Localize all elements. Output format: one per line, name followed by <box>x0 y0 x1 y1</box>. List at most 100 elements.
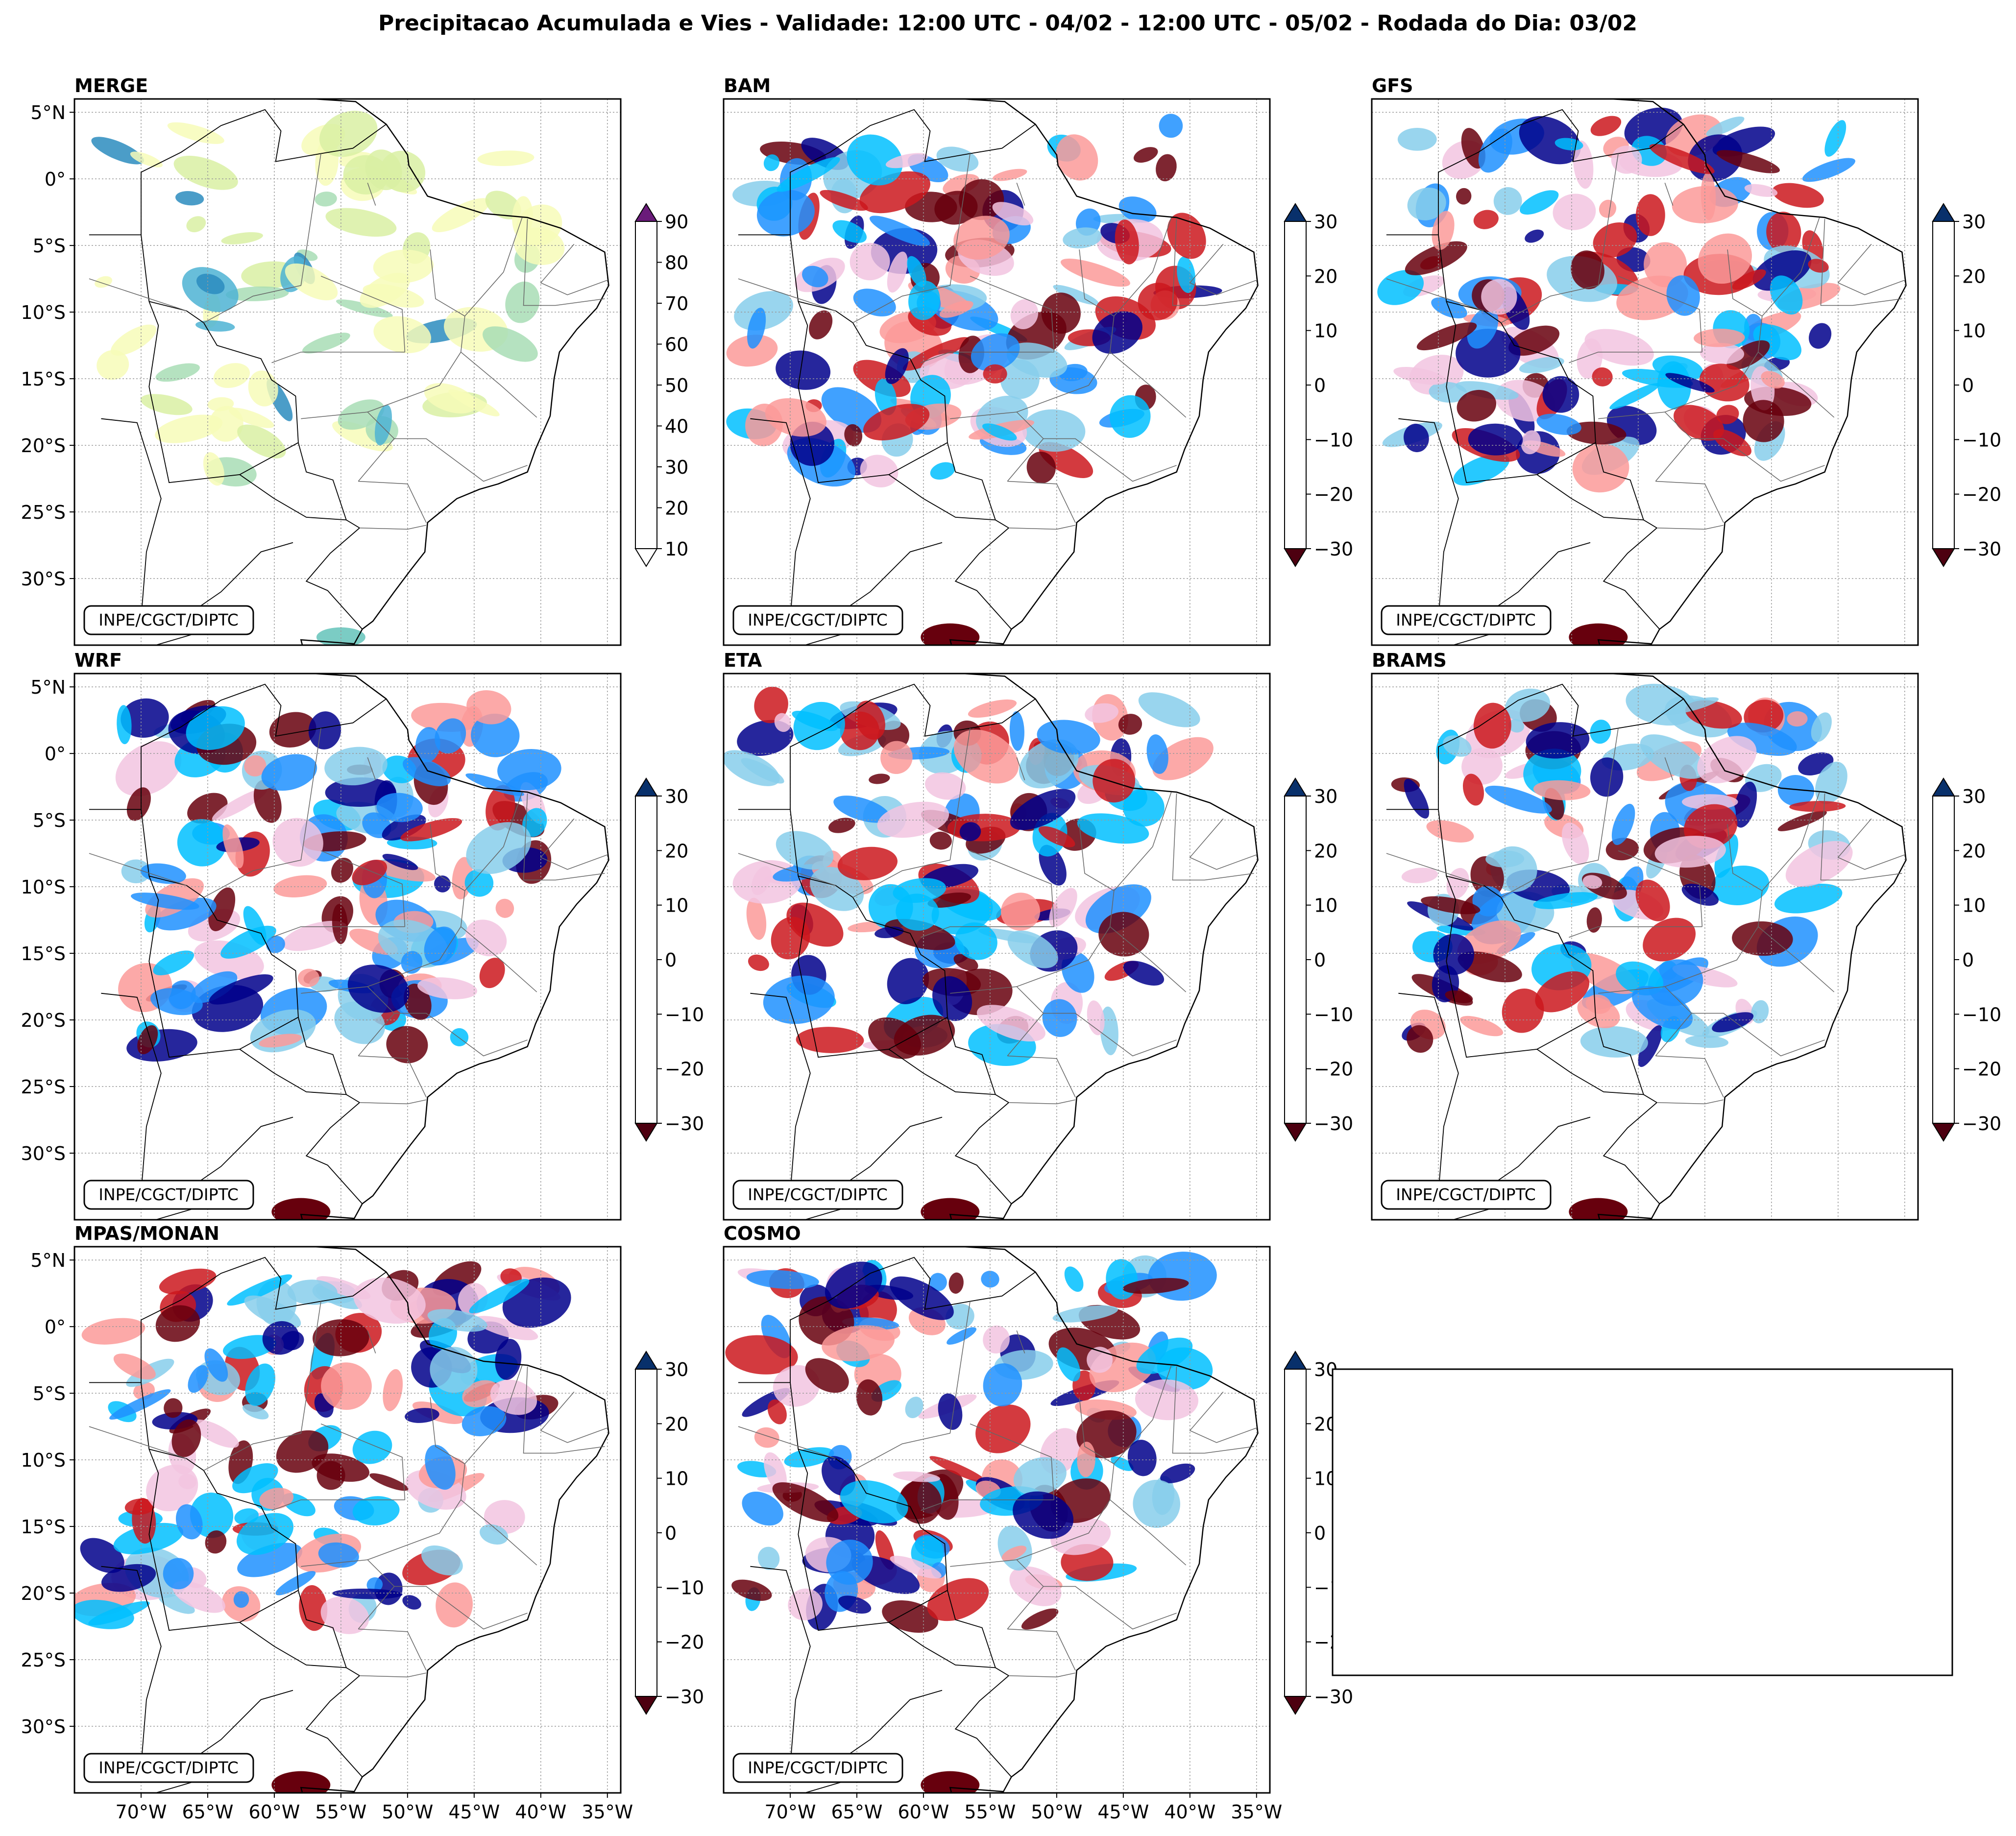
state-border <box>1189 818 1257 870</box>
field-blob <box>1766 212 1801 253</box>
colorbar-tick-label: 0 <box>1962 375 1974 396</box>
field-blob <box>1561 822 1589 865</box>
field-blob <box>163 1558 194 1590</box>
field-blob <box>212 788 267 821</box>
state-border <box>1172 218 1254 306</box>
field-blob <box>1118 714 1142 735</box>
field-blob <box>360 272 410 308</box>
field-blob <box>190 971 238 1003</box>
field-blob <box>1711 866 1770 905</box>
field-blob <box>1808 259 1829 273</box>
country-border <box>89 809 363 1205</box>
panel-frame <box>73 1246 622 1794</box>
state-border <box>1598 986 1692 1056</box>
state-border <box>320 1424 406 1500</box>
field-blob <box>417 977 478 999</box>
state-border <box>1114 792 1172 891</box>
lat-tick-label: 5°N <box>30 1250 66 1271</box>
colorbar-tick-label: 70 <box>665 293 688 314</box>
state-border <box>970 1424 1055 1500</box>
map-panel: MPAS/MONAN INPE/CGCT/DIPTC 5°N 0° 5°S 10°S 15°… <box>21 1223 704 1823</box>
colorbar-tick-label: 10 <box>1314 895 1337 917</box>
state-border <box>359 1672 427 1678</box>
field-blob <box>1580 1026 1648 1058</box>
country-border <box>182 1116 293 1194</box>
field-blob <box>464 869 494 897</box>
field-blob <box>767 1399 787 1425</box>
state-border <box>367 183 376 206</box>
field-blob <box>772 1482 839 1522</box>
lat-tick-label: 0° <box>45 169 66 190</box>
country-border <box>790 1256 1036 1383</box>
state-border <box>1762 217 1820 316</box>
state-border <box>320 850 406 927</box>
lon-tick-label: 60°W <box>898 1801 949 1823</box>
country-border <box>141 109 387 235</box>
field-blob <box>1433 934 1475 975</box>
field-blob <box>887 251 908 293</box>
state-border <box>970 850 1055 927</box>
lon-tick-label: 40°W <box>1164 1801 1215 1823</box>
field-blob <box>890 1555 942 1579</box>
field-blob <box>976 1005 1045 1041</box>
field-blob <box>244 1295 301 1329</box>
state-border <box>1043 1013 1177 1057</box>
state-border <box>738 278 836 312</box>
field-blob <box>968 699 1017 718</box>
state-border <box>1762 792 1820 891</box>
map-panel: ETA INPE/CGCT/DIPTC 30 20 10 0 −10 −20 −30 <box>723 650 1353 1221</box>
country-border <box>790 109 1036 235</box>
field-blob <box>777 157 840 192</box>
field-blob <box>331 858 354 883</box>
state-border <box>1043 438 1177 482</box>
country-border <box>101 992 162 1193</box>
field-blob <box>1000 359 1040 399</box>
field-blob <box>1542 376 1579 413</box>
field-blob <box>302 333 350 354</box>
field-blob <box>756 190 815 237</box>
field-blob <box>1038 826 1075 847</box>
country-border <box>239 1622 346 1668</box>
field-blob <box>109 1389 171 1420</box>
field-blob <box>953 729 1019 784</box>
field-blob <box>1744 184 1778 197</box>
field-blob <box>111 324 157 356</box>
lon-tick-label: 60°W <box>248 1801 300 1823</box>
field-blob <box>266 936 285 953</box>
field-blob <box>1416 322 1477 351</box>
field-blob <box>1064 1266 1084 1292</box>
field-blob <box>178 1474 197 1489</box>
state-border <box>950 986 1044 1056</box>
field-blob <box>802 266 828 288</box>
field-blob <box>1457 951 1522 983</box>
lat-tick-label: 5°S <box>33 235 66 257</box>
field-blob <box>204 1348 228 1382</box>
lat-tick-label: 20°S <box>21 435 66 457</box>
field-blob <box>1013 1491 1074 1539</box>
country-border <box>1438 683 1684 810</box>
colorbar-tick-label: −30 <box>1314 538 1353 560</box>
field-blob <box>930 462 955 480</box>
colorbar-tick-label: −10 <box>1962 1004 2001 1025</box>
country-border <box>1446 876 1596 1058</box>
state-border <box>1501 153 1619 323</box>
colorbar-tick-label: −20 <box>1962 484 2001 506</box>
field-blob <box>1460 1015 1504 1037</box>
field-blob <box>115 741 182 797</box>
state-border <box>464 217 523 316</box>
lon-tick-label: 50°W <box>382 1801 433 1823</box>
field-blob <box>155 414 223 443</box>
field-blob <box>746 1270 819 1289</box>
lat-tick-label: 30°S <box>21 568 66 590</box>
field-blob <box>1505 688 1551 722</box>
panel-content <box>74 99 621 645</box>
credit-label: INPE/CGCT/DIPTC <box>748 610 888 629</box>
field-blob <box>1118 196 1157 223</box>
field-blob <box>369 1473 409 1491</box>
country-border <box>1386 809 1660 1205</box>
field-blob <box>271 1198 331 1220</box>
country-border <box>141 683 387 810</box>
field-blob <box>1733 781 1757 828</box>
lat-tick-label: 30°S <box>21 1143 66 1164</box>
credit-box <box>732 1753 903 1783</box>
